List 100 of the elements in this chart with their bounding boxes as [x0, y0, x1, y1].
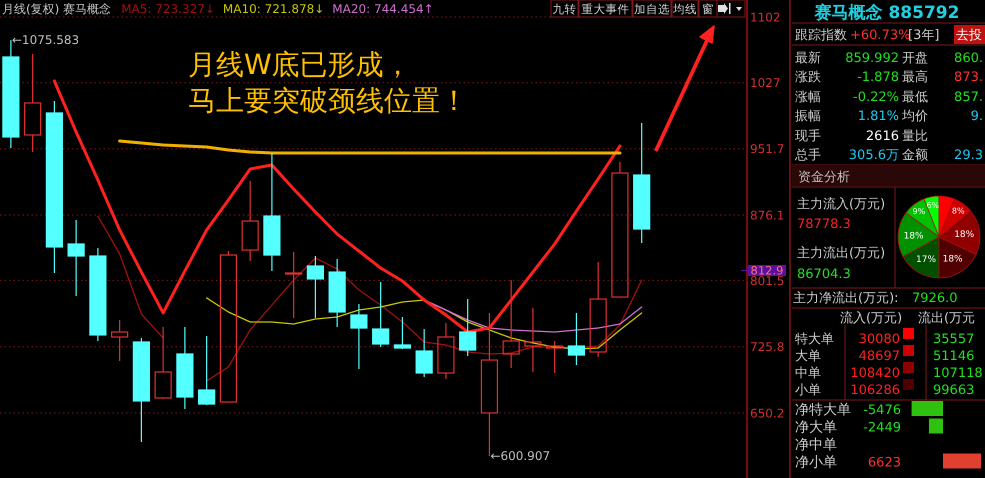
candlestick: [285, 251, 302, 319]
candlestick: [502, 279, 520, 369]
y-tick-label: 1027: [750, 76, 781, 90]
line-series: [118, 140, 622, 155]
annotation: ←1075.583: [12, 33, 80, 48]
candlestick: [68, 219, 85, 297]
text: 开盘: [902, 51, 928, 66]
candlestick: [416, 328, 433, 378]
y-tick-label: 1102: [750, 10, 781, 24]
text: 重大事件: [582, 2, 630, 16]
candlestick: [306, 255, 324, 319]
y-tick-label: 净特大单: [795, 402, 851, 418]
candlestick: [350, 303, 368, 370]
text: MA20: 744.454↑: [332, 2, 434, 16]
text: 最高: [902, 69, 928, 85]
text: 金额: [902, 148, 928, 163]
text: 窗: [702, 2, 714, 16]
data-label: 18%: [942, 254, 964, 264]
text: 859.992: [845, 51, 899, 66]
text: 大单: [795, 349, 821, 364]
text: 857.: [954, 90, 983, 105]
text: 主力流入(万元): [797, 196, 886, 212]
y-tick-label: 650.2: [750, 406, 784, 420]
y-tick-label: 951.7: [750, 142, 784, 156]
candlestick: [546, 340, 564, 374]
text: 最新: [795, 51, 821, 66]
text: 1.81%: [858, 109, 899, 124]
text: 均线: [672, 2, 697, 16]
text: -0.22%: [853, 90, 899, 105]
data-label: -5476: [863, 403, 901, 418]
text: 加自选: [634, 2, 670, 16]
y-tick-label: 净小单: [795, 454, 837, 470]
text: +60.73%: [850, 28, 910, 43]
text: 2616: [866, 129, 899, 144]
text: MA10: 721.878↓: [222, 2, 324, 16]
text: 主力流出(万元): [797, 245, 886, 261]
text: 赛马概念 885792: [814, 3, 960, 23]
text: 跟踪指数: [795, 28, 847, 43]
data-label: 9%: [912, 207, 926, 216]
text: 812.9: [750, 264, 784, 278]
text: 最低: [902, 90, 928, 105]
data-label: -2449: [863, 420, 901, 436]
text: 99663: [933, 383, 974, 398]
text: 量比: [902, 129, 928, 144]
data-label: 18%: [904, 231, 924, 242]
y-tick-label: 725.8: [750, 340, 784, 354]
text: 九转: [552, 2, 576, 16]
candlestick: [176, 326, 194, 410]
text: 小单: [795, 383, 821, 398]
text: 48697: [858, 349, 900, 364]
data-label: 6623: [868, 456, 901, 470]
candlestick: [633, 122, 650, 244]
candlestick: [24, 53, 42, 153]
candlestick: [372, 281, 390, 348]
text: 涨跌: [795, 70, 821, 85]
text: 9.: [970, 109, 983, 124]
annotation: 马上要突破颈线位置！: [188, 84, 468, 117]
candlestick: [242, 180, 259, 262]
text: 106286: [850, 383, 900, 398]
data-label: 8%: [952, 206, 966, 216]
candlestick: [263, 152, 280, 272]
text: MA5: 723.327↓: [121, 2, 215, 16]
text: -1.878: [857, 70, 899, 85]
text: 51146: [933, 349, 974, 364]
text: 108420: [850, 366, 900, 381]
text: 总手: [794, 148, 821, 163]
text: 流入(万元): [840, 310, 902, 326]
text: 29.3: [954, 148, 983, 163]
y-tick-label: 净中单: [795, 437, 837, 453]
data-label: 17%: [916, 254, 937, 265]
text: [3年]: [908, 28, 940, 43]
text: 去投: [956, 28, 982, 43]
text: 35557: [933, 332, 974, 347]
candlestick: [46, 100, 63, 274]
annotation: 月线W底已形成，: [188, 48, 412, 81]
chart-title: 月线(复权) 赛马概念: [2, 2, 112, 16]
y-tick-label: 净大单: [795, 420, 837, 436]
text: 均价: [901, 109, 928, 124]
text: 860.: [954, 51, 983, 66]
text: 7926.0: [912, 291, 958, 306]
text: 305.6万: [848, 148, 899, 163]
annotation: ←600.907: [490, 449, 550, 464]
text: 资金分析: [798, 170, 850, 185]
text: 主力净流出(万元):: [793, 290, 899, 306]
text: 873.: [954, 70, 983, 85]
candlestick: [568, 312, 586, 366]
data-label: 18%: [954, 230, 975, 240]
candlestick: [590, 261, 607, 358]
text: 30080: [858, 332, 900, 347]
text: 78778.3: [797, 217, 851, 232]
text: 流出(万元: [918, 310, 976, 326]
text: 86704.3: [797, 267, 851, 282]
candlestick: [328, 258, 346, 328]
text: 现手: [795, 129, 821, 144]
text: 涨幅: [795, 90, 821, 105]
candlestick: [524, 307, 542, 373]
text: 振幅: [795, 109, 821, 124]
candlestick: [459, 298, 476, 357]
y-tick-label: 876.1: [750, 208, 784, 222]
candlestick: [111, 319, 128, 362]
